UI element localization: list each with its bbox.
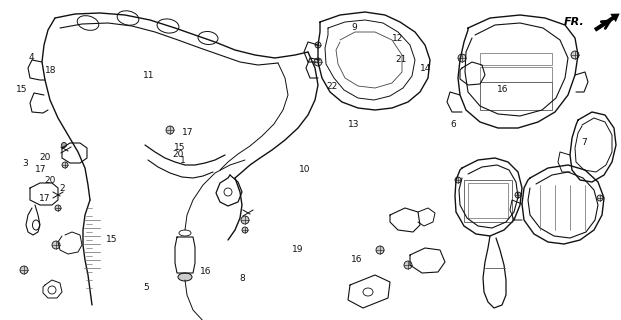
Circle shape: [52, 241, 60, 249]
Text: 19: 19: [292, 245, 304, 254]
Bar: [468, 183, 508, 218]
Text: 22: 22: [326, 82, 337, 91]
Text: 7: 7: [581, 138, 587, 147]
Circle shape: [20, 266, 28, 274]
Text: 5: 5: [143, 284, 149, 292]
Text: 4: 4: [28, 53, 34, 62]
Text: 2: 2: [59, 184, 65, 193]
Circle shape: [597, 195, 603, 201]
Text: 16: 16: [351, 255, 363, 264]
Text: 11: 11: [143, 71, 155, 80]
Circle shape: [404, 261, 412, 269]
Text: 16: 16: [497, 85, 509, 94]
Text: 20: 20: [172, 150, 183, 159]
Circle shape: [166, 126, 174, 134]
Text: 12: 12: [392, 34, 403, 43]
Text: 3: 3: [22, 159, 28, 168]
Text: 1: 1: [180, 156, 186, 164]
Text: 21: 21: [396, 55, 407, 64]
Text: 17: 17: [39, 194, 50, 203]
Circle shape: [376, 246, 384, 254]
Text: 17: 17: [35, 165, 47, 174]
Bar: [480, 67, 552, 82]
Bar: [480, 53, 552, 65]
Text: 9: 9: [351, 23, 357, 32]
Circle shape: [571, 51, 579, 59]
Text: 20: 20: [39, 153, 50, 162]
Circle shape: [458, 54, 466, 62]
Ellipse shape: [61, 142, 66, 148]
Circle shape: [242, 227, 248, 233]
Circle shape: [55, 205, 61, 211]
Text: 13: 13: [348, 120, 360, 129]
Circle shape: [241, 216, 249, 224]
Text: 14: 14: [420, 64, 431, 73]
Bar: [464, 180, 512, 222]
Circle shape: [455, 177, 461, 183]
Text: 10: 10: [299, 165, 310, 174]
FancyArrow shape: [594, 13, 620, 32]
Circle shape: [515, 192, 521, 198]
Text: 8: 8: [239, 274, 245, 283]
Text: 15: 15: [16, 85, 27, 94]
Circle shape: [315, 42, 321, 48]
Text: FR.: FR.: [564, 17, 585, 27]
Text: 20: 20: [44, 176, 55, 185]
Text: 15: 15: [106, 236, 117, 244]
Circle shape: [62, 162, 68, 168]
Text: 6: 6: [450, 120, 456, 129]
Ellipse shape: [178, 273, 192, 281]
Text: 18: 18: [45, 66, 57, 75]
Text: 15: 15: [175, 143, 186, 152]
Text: 17: 17: [182, 128, 193, 137]
Text: 16: 16: [201, 268, 212, 276]
Bar: [480, 82, 552, 110]
Circle shape: [314, 58, 322, 66]
